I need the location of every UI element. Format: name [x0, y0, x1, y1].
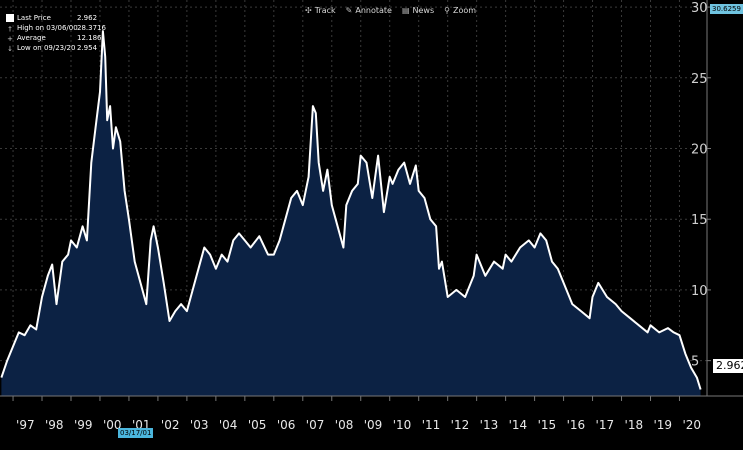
- cursor-icon: ✣: [305, 6, 312, 15]
- legend-row-average: + Average 12.186: [6, 33, 106, 43]
- x-tick-label: '02: [161, 418, 180, 432]
- y-tick-label: 10: [691, 284, 708, 299]
- zoom-button[interactable]: ⚲ Zoom: [444, 6, 476, 15]
- x-tick-label: '04: [219, 418, 238, 432]
- legend-last-price-value: 2.962: [77, 14, 98, 22]
- chart-toolbar: ✣ Track ✎ Annotate ▤ News ⚲ Zoom: [305, 4, 476, 17]
- pencil-icon: ✎: [345, 6, 353, 15]
- news-button[interactable]: ▤ News: [402, 6, 434, 15]
- x-tick-label: '08: [335, 418, 354, 432]
- y-tick-label: 25: [691, 72, 708, 87]
- legend-average-value: 12.186: [77, 34, 102, 42]
- y-tick-label: 20: [691, 143, 708, 158]
- x-tick-label: '12: [451, 418, 470, 432]
- x-tick-label: '13: [480, 418, 499, 432]
- y-tick-label: 5: [691, 355, 699, 370]
- news-label: News: [412, 6, 435, 15]
- chart-legend: Last Price 2.962 † High on 03/06/00 28.3…: [6, 13, 106, 53]
- news-icon: ▤: [401, 6, 410, 15]
- legend-high-value: 28.3716: [77, 24, 106, 32]
- legend-average-label: Average: [17, 34, 46, 42]
- x-tick-label: '18: [625, 418, 644, 432]
- x-tick-label: '10: [393, 418, 412, 432]
- annotate-button[interactable]: ✎ Annotate: [346, 6, 392, 15]
- x-tick-label: '09: [364, 418, 383, 432]
- track-label: Track: [314, 6, 336, 15]
- low-marker-icon: ↓: [7, 45, 13, 53]
- legend-row-low: ↓ Low on 09/23/20 2.954: [6, 43, 106, 53]
- x-tick-label: '07: [306, 418, 325, 432]
- magnifier-icon: ⚲: [444, 6, 450, 15]
- price-area: [1, 31, 701, 396]
- legend-swatch-icon: [6, 14, 14, 22]
- x-tick-label: '20: [682, 418, 701, 432]
- x-tick-label: '06: [277, 418, 296, 432]
- x-tick-label: '03: [190, 418, 209, 432]
- price-line: [0, 30, 702, 390]
- legend-row-last-price[interactable]: Last Price 2.962: [6, 13, 106, 23]
- zoom-label: Zoom: [453, 6, 477, 15]
- axis-max-tag: 30.6259: [710, 4, 743, 14]
- annotate-label: Annotate: [355, 6, 392, 15]
- x-tick-label: '11: [422, 418, 441, 432]
- legend-row-high: † High on 03/06/00 28.3716: [6, 23, 106, 33]
- x-tick-label: '97: [16, 418, 35, 432]
- legend-high-label: High on 03/06/00: [17, 24, 78, 32]
- legend-last-price-label: Last Price: [17, 14, 51, 22]
- x-tick-label: '17: [596, 418, 615, 432]
- y-tick-label: 15: [691, 213, 708, 228]
- x-tick-label: '00: [103, 418, 122, 432]
- last-price-tag: 2.962: [713, 359, 743, 373]
- x-tick-label: '14: [509, 418, 528, 432]
- x-tick-label: '98: [45, 418, 64, 432]
- legend-low-value: 2.954: [77, 44, 98, 52]
- y-axis-ticks: 5 10 15 20 25 30: [691, 1, 711, 370]
- legend-low-label: Low on 09/23/20: [17, 44, 76, 52]
- cursor-date-tag: 03/17/01: [118, 428, 154, 438]
- x-tick-label: '15: [538, 418, 557, 432]
- x-tick-label: '99: [74, 418, 93, 432]
- x-tick-label: '16: [567, 418, 586, 432]
- average-marker-icon: +: [7, 35, 13, 43]
- x-tick-label: '19: [653, 418, 672, 432]
- y-tick-label: 30: [691, 1, 708, 16]
- high-marker-icon: †: [8, 25, 12, 33]
- x-tick-label: '05: [248, 418, 267, 432]
- track-button[interactable]: ✣ Track: [305, 6, 336, 15]
